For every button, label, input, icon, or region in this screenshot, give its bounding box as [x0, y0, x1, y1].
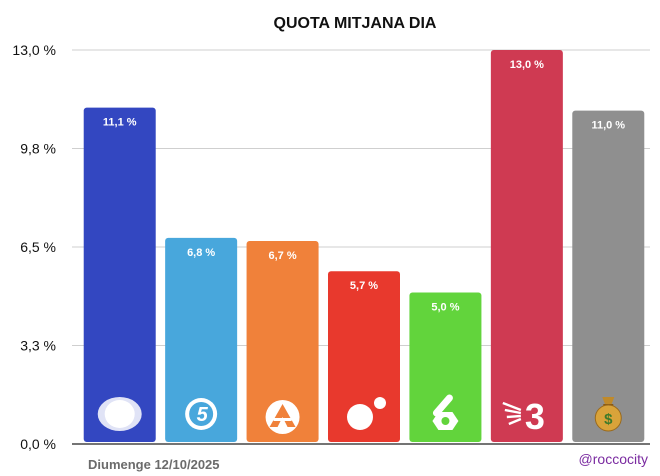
- y-axis: 0,0 % 3,3 % 6,5 % 9,8 % 13,0 %: [12, 42, 56, 452]
- y-tick-label: 9,8 %: [20, 141, 56, 157]
- bar-group: 5,0 %: [409, 292, 482, 442]
- bar-value-label: 13,0 %: [510, 59, 544, 71]
- bar: [572, 110, 645, 442]
- author-handle: @roccocity: [579, 451, 648, 467]
- bar: [165, 237, 238, 442]
- bar: [490, 50, 563, 442]
- la1-logo-icon: 1: [97, 397, 142, 431]
- svg-text:1: 1: [112, 399, 126, 429]
- bar-value-label: 5,7 %: [350, 280, 378, 292]
- lasexta-logo-icon: [432, 394, 459, 430]
- bars: 11,1 % 1 6,8 % 5 6,7 % 5,7 % 5,0 % 13,0 % 3 11,0 …: [83, 50, 645, 442]
- bar-value-label: 11,1 %: [103, 117, 137, 129]
- bar-group: 11,0 % $: [572, 110, 645, 442]
- cuatro-logo-icon: [347, 397, 386, 430]
- bar-group: 6,7 %: [246, 240, 319, 442]
- bar-group: 6,8 % 5: [165, 237, 238, 442]
- bar-value-label: 5,0 %: [431, 301, 459, 313]
- bar: [83, 107, 156, 442]
- bar-group: 5,7 %: [328, 271, 400, 442]
- bar-value-label: 6,7 %: [269, 250, 297, 262]
- tv3-logo-icon: 3: [502, 396, 545, 437]
- bar-value-label: 11,0 %: [591, 120, 625, 132]
- y-tick-label: 3,3 %: [20, 338, 56, 354]
- bar: [246, 240, 319, 442]
- y-tick-label: 0,0 %: [20, 436, 56, 452]
- telecinco-logo-icon: 5: [185, 398, 218, 430]
- bar-group: 13,0 % 3: [490, 50, 563, 442]
- bar-value-label: 6,8 %: [187, 247, 215, 259]
- y-tick-label: 6,5 %: [20, 239, 56, 255]
- chart-title: QUOTA MITJANA DIA: [274, 15, 437, 32]
- antena3-logo-icon: [265, 400, 300, 434]
- svg-text:5: 5: [197, 404, 209, 426]
- money-bag-icon: $: [594, 397, 622, 432]
- date-label: Diumenge 12/10/2025: [88, 457, 220, 472]
- y-tick-label: 13,0 %: [12, 42, 56, 58]
- svg-text:$: $: [604, 411, 613, 428]
- svg-text:3: 3: [525, 396, 545, 437]
- bar-group: 11,1 % 1: [83, 107, 156, 442]
- bar: [409, 292, 482, 442]
